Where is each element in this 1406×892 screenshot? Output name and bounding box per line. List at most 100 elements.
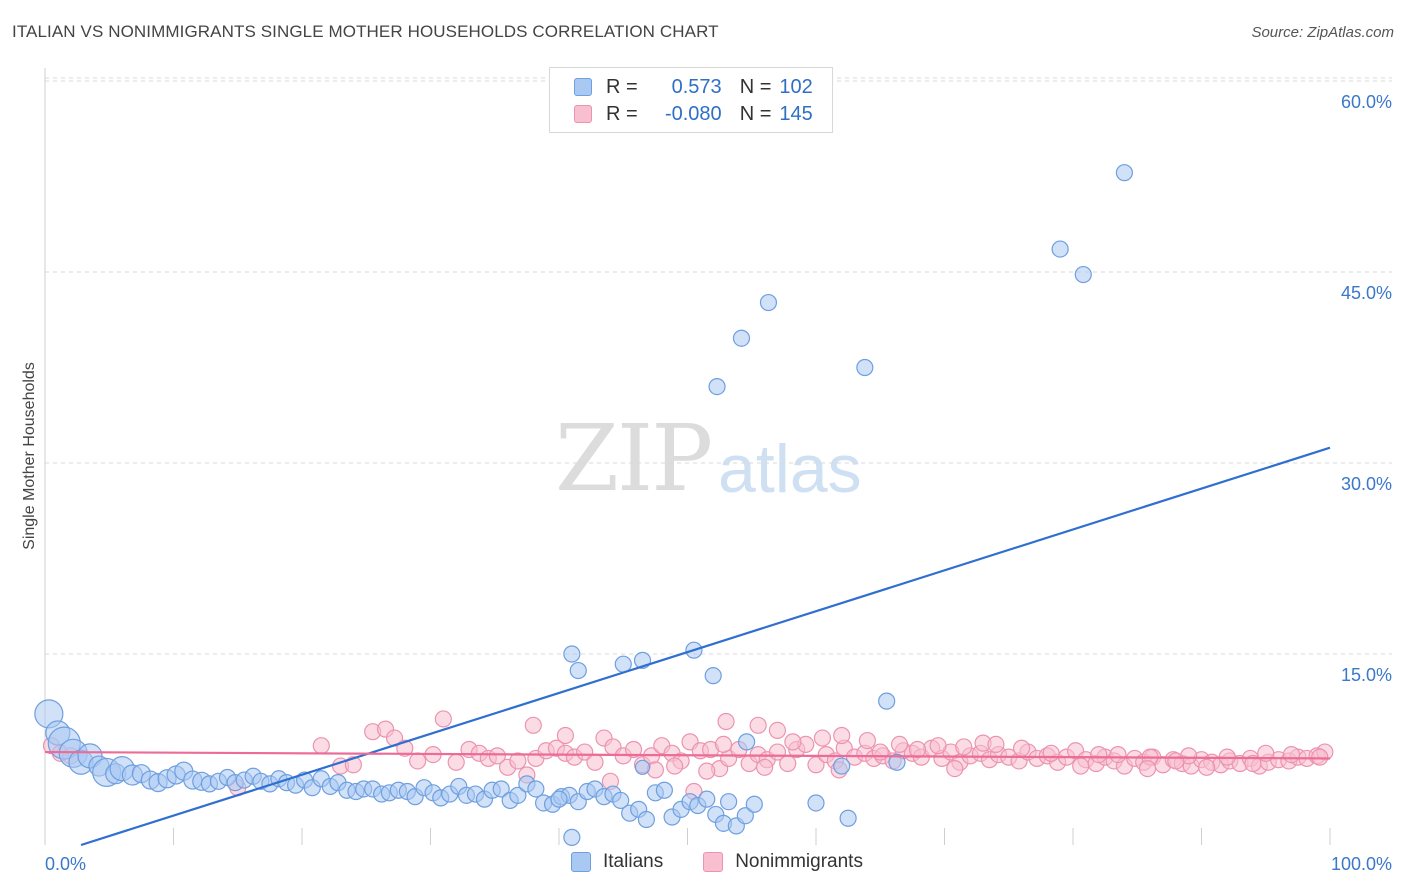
italian-point [738, 733, 756, 751]
italian-point [807, 794, 825, 812]
nonimmigrant-point [447, 753, 465, 771]
italian-point [563, 828, 581, 846]
nonimmigrant-point [1282, 745, 1301, 764]
r-value: -0.080 [664, 102, 722, 125]
nonimmigrant-point [813, 729, 832, 747]
nonimmigrant-point [312, 737, 330, 755]
legend-item-italians: Italians [571, 851, 663, 873]
legend-item-nonimmigrants: Nonimmigrants [703, 851, 863, 873]
nonimmigrants-legend-swatch [703, 852, 724, 872]
nonimmigrant-point [908, 740, 927, 759]
nonimmigrant-point [646, 761, 664, 779]
n-value: 102 [779, 75, 813, 98]
y-tick-label: 15.0% [1341, 665, 1392, 685]
nonimmigrant-point [755, 758, 774, 776]
nonimmigrant-point [779, 754, 797, 773]
nonimmigrant-point [1012, 739, 1031, 757]
italian-point [698, 790, 716, 808]
r-value: 0.573 [671, 75, 722, 98]
italian-point [1115, 164, 1134, 182]
nonimmigrant-point [434, 710, 452, 728]
nonimmigrant-point [1311, 748, 1329, 766]
nonimmigrant-point [717, 712, 735, 731]
italian-point [550, 790, 568, 808]
italian-point [634, 759, 651, 775]
legend-row-nonimmigrants: R = -0.080 N = 145 [574, 102, 813, 126]
correlation-legend: R = 0.573 N = 102 R = -0.080 N = 145 [549, 67, 833, 133]
italian-point [833, 757, 851, 775]
italian-point [563, 645, 581, 663]
italian-point [569, 661, 587, 680]
italians-swatch [574, 78, 592, 96]
italian-point [708, 378, 726, 396]
nonimmigrant-point [576, 743, 594, 761]
nonimmigrant-point [409, 752, 427, 770]
nonimmigrant-point [890, 735, 909, 754]
y-tick-label: 30.0% [1341, 474, 1392, 494]
series-legend: Italians Nonimmigrants [571, 851, 903, 873]
nonimmigrant-point [666, 757, 684, 775]
nonimmigrant-point [1090, 745, 1108, 764]
r-label: R = [606, 102, 638, 125]
n-value: 145 [779, 102, 813, 125]
nonimmigrant-point [1072, 757, 1090, 775]
italian-point [527, 780, 545, 798]
italian-point [759, 293, 778, 312]
source-credit: Source: ZipAtlas.com [1251, 24, 1394, 41]
italian-point [704, 667, 722, 685]
italian-point [839, 809, 857, 827]
nonimmigrant-point [714, 735, 733, 754]
italian-point [745, 795, 763, 813]
italian-point [1074, 265, 1092, 284]
italian-point [1051, 240, 1069, 258]
y-tick-label: 45.0% [1341, 283, 1392, 303]
legend-row-italians: R = 0.573 N = 102 [574, 75, 813, 99]
legend-label-italians: Italians [603, 851, 664, 872]
nonimmigrant-point [987, 735, 1005, 754]
nonimmigrant-point [698, 762, 716, 780]
italian-point [720, 793, 738, 811]
legend-label-nonimmigrants: Nonimmigrants [735, 851, 863, 872]
nonimmigrant-point [556, 726, 575, 745]
italian-point [637, 810, 655, 829]
nonimmigrant-point [1109, 745, 1127, 764]
nonimmigrant-point [929, 737, 947, 755]
nonimmigrant-point [871, 743, 889, 761]
nonimmigrant-point [1167, 752, 1185, 770]
nonimmigrant-point [955, 738, 973, 756]
italian-point [492, 780, 510, 798]
nonimmigrant-point [509, 752, 527, 770]
italian-point [888, 753, 906, 771]
n-label: N = [739, 75, 772, 98]
italians-legend-swatch [571, 852, 591, 872]
watermark-atlas: atlas [718, 431, 862, 507]
italians-trend-line [80, 446, 1331, 847]
nonimmigrant-point [1138, 759, 1157, 778]
nonimmigrant-point [624, 740, 643, 759]
nonimmigrant-point [586, 753, 604, 771]
italian-point [732, 329, 751, 347]
italian-point [856, 358, 874, 377]
italian-point [655, 781, 673, 799]
nonimmigrant-point [1198, 758, 1216, 776]
italian-point [878, 692, 896, 710]
nonimmigrants-swatch [574, 105, 592, 123]
nonimmigrant-point [768, 721, 787, 740]
nonimmigrant-point [1244, 754, 1262, 773]
r-label: R = [606, 75, 638, 98]
italian-point [736, 807, 754, 825]
x-tick-label: 0.0% [45, 854, 86, 874]
italian-point [509, 786, 527, 804]
n-label: N = [739, 102, 772, 125]
x-tick-label: 100.0% [1331, 854, 1392, 874]
nonimmigrant-point [1042, 744, 1060, 762]
italian-point [612, 791, 630, 810]
chart-title: ITALIAN VS NONIMMIGRANTS SINGLE MOTHER H… [12, 22, 719, 41]
nonimmigrant-point [784, 733, 802, 751]
nonimmigrant-point [833, 726, 851, 745]
nonimmigrant-point [749, 716, 767, 734]
nonimmigrant-point [524, 716, 542, 734]
nonimmigrants-trend-line [44, 750, 1331, 760]
nonimmigrant-point [488, 747, 506, 765]
